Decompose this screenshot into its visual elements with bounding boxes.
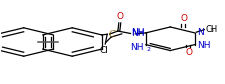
Text: NH: NH <box>131 28 144 37</box>
Text: C: C <box>108 30 115 39</box>
Text: O: O <box>116 12 123 21</box>
Text: NH: NH <box>196 41 209 50</box>
Text: N: N <box>196 28 203 37</box>
Text: Cl: Cl <box>99 46 108 55</box>
Text: O: O <box>180 14 187 23</box>
Text: 3: 3 <box>209 28 213 33</box>
Text: NH: NH <box>130 29 144 38</box>
Text: CH: CH <box>204 25 217 34</box>
Text: NH: NH <box>130 43 143 52</box>
Text: 2: 2 <box>146 47 150 52</box>
Text: O: O <box>185 48 192 57</box>
